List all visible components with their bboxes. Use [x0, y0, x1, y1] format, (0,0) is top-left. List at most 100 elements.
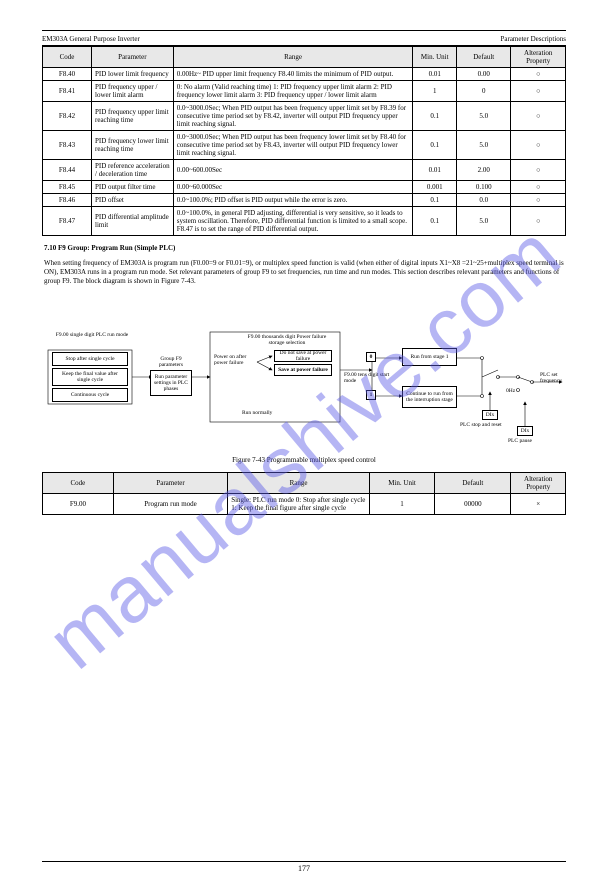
table-row: F8.47PID differential amplitude limit0.0… — [43, 207, 566, 236]
table-row: F8.46PID offset0.0~100.0%; PID offset is… — [43, 194, 566, 207]
cell-def: 0.0 — [457, 194, 511, 207]
cell-name: PID lower limit frequency — [92, 68, 174, 81]
flow-mid-label: Group F9 parameters — [150, 356, 192, 368]
cell-min: 1 — [413, 81, 457, 102]
cell-min: 0.1 — [413, 102, 457, 131]
table2-header: Code Parameter Range Min. Unit Default A… — [43, 473, 566, 494]
param-table: Code Parameter Range Min. Unit Default A… — [42, 46, 566, 236]
cell-name: PID frequency lower limit reaching time — [92, 131, 174, 160]
cell-min: 0.01 — [413, 160, 457, 181]
cell-range: 0.00~600.00Sec — [173, 160, 413, 181]
section-desc: When setting frequency of EM303A is prog… — [44, 259, 564, 286]
flow-out: PLC set frequency — [540, 372, 570, 384]
cell-attr: ○ — [511, 194, 566, 207]
flow-box-stop: Stop after single cycle — [52, 352, 128, 366]
cell-attr: ○ — [511, 160, 566, 181]
cell-def: 0.00 — [457, 68, 511, 81]
t2-min: 1 — [369, 494, 434, 515]
flow-tens-label: F9.00 tens digit start mode — [344, 372, 394, 384]
cell-code: F8.47 — [43, 207, 92, 236]
page-root: EM303A General Purpose Inverter Paramete… — [0, 0, 608, 893]
t2-th-name: Parameter — [113, 473, 227, 494]
rule-top — [42, 30, 566, 31]
cell-code: F8.43 — [43, 131, 92, 160]
cell-name: PID output filter time — [92, 181, 174, 194]
cell-range: 0: No alarm (Valid reaching time) 1: PID… — [173, 81, 413, 102]
t2-th-range: Range — [228, 473, 370, 494]
flow-run-normally: Run normally — [242, 410, 272, 416]
t2-range: Single: PLC run mode 0: Stop after singl… — [228, 494, 370, 515]
flow-plc-pause: PLC pause — [508, 438, 532, 444]
t2-th-attr: Alteration Property — [511, 473, 566, 494]
table-row: F8.41PID frequency upper / lower limit a… — [43, 81, 566, 102]
flowchart: F9.00 single digit PLC run mode Stop aft… — [42, 292, 566, 452]
t2-name: Program run mode — [113, 494, 227, 515]
table2-row: F9.00 Program run mode Single: PLC run m… — [43, 494, 566, 515]
cell-min: 0.001 — [413, 181, 457, 194]
flow-mid-box: Run parameter settings in PLC phases — [150, 370, 192, 396]
cell-def: 0 — [457, 81, 511, 102]
cell-name: PID reference acceleration / deceleratio… — [92, 160, 174, 181]
t2-attr: × — [511, 494, 566, 515]
table-header-row: Code Parameter Range Min. Unit Default A… — [43, 47, 566, 68]
flow-plc-reset: PLC stop and reset — [460, 422, 502, 428]
flow-run-cont: Continue to run from the interruption st… — [402, 386, 457, 408]
cell-name: PID frequency upper limit reaching time — [92, 102, 174, 131]
param-table-2: Code Parameter Range Min. Unit Default A… — [42, 472, 566, 515]
cell-range: 0.0~100.0%, in general PID adjusting, di… — [173, 207, 413, 236]
flow-left-title: F9.00 single digit PLC run mode — [52, 332, 132, 338]
t2-th-def: Default — [435, 473, 511, 494]
cell-attr: ○ — [511, 207, 566, 236]
th-code: Code — [43, 47, 92, 68]
figure-caption: Figure 7-43 Programmable multiplex speed… — [42, 456, 566, 464]
cell-range: 0.00Hz~ PID upper limit frequency F8.40 … — [173, 68, 413, 81]
section-title: 7.10 F9 Group: Program Run (Simple PLC) — [44, 244, 564, 253]
cell-attr: ○ — [511, 102, 566, 131]
table-row: F8.40PID lower limit frequency0.00Hz~ PI… — [43, 68, 566, 81]
cell-min: 0.01 — [413, 68, 457, 81]
table-row: F8.42PID frequency upper limit reaching … — [43, 102, 566, 131]
header-left: EM303A General Purpose Inverter — [42, 35, 140, 43]
cell-attr: ○ — [511, 81, 566, 102]
cell-name: PID frequency upper / lower limit alarm — [92, 81, 174, 102]
cell-range: 0.0~3000.0Sec; When PID output has been … — [173, 131, 413, 160]
table-row: F8.45PID output filter time0.00~60.000Se… — [43, 181, 566, 194]
t2-def: 00000 — [435, 494, 511, 515]
t2-code: F9.00 — [43, 494, 114, 515]
cell-def: 5.0 — [457, 131, 511, 160]
cell-min: 0.1 — [413, 131, 457, 160]
cell-min: 0.1 — [413, 207, 457, 236]
cell-range: 0.0~100.0%; PID offset is PID output whi… — [173, 194, 413, 207]
page-number: 177 — [42, 864, 566, 873]
flow-dix1: DIx — [482, 410, 498, 420]
cell-range: 0.0~3000.0Sec; When PID output has been … — [173, 102, 413, 131]
flow-big-title: F9.00 thousands digit Power failure stor… — [242, 334, 332, 346]
cell-name: PID offset — [92, 194, 174, 207]
flow-one: 1 — [366, 390, 376, 400]
cell-code: F8.41 — [43, 81, 92, 102]
cell-def: 0.100 — [457, 181, 511, 194]
th-attr: Alteration Property — [511, 47, 566, 68]
flow-0hz: 0Hz — [506, 388, 515, 394]
cell-attr: ○ — [511, 181, 566, 194]
flow-dont-save: Do not save at power failure — [274, 350, 332, 362]
t2-th-code: Code — [43, 473, 114, 494]
th-range: Range — [173, 47, 413, 68]
t2-th-min: Min. Unit — [369, 473, 434, 494]
th-min: Min. Unit — [413, 47, 457, 68]
flow-box-keep: Keep the final value after single cycle — [52, 368, 128, 386]
cell-code: F8.46 — [43, 194, 92, 207]
cell-def: 5.0 — [457, 207, 511, 236]
th-name: Parameter — [92, 47, 174, 68]
footer-rule — [42, 861, 566, 862]
cell-attr: ○ — [511, 68, 566, 81]
flow-box-cont-cycle: Continuous cycle — [52, 388, 128, 402]
flow-zero: 0 — [366, 352, 376, 362]
cell-code: F8.45 — [43, 181, 92, 194]
flow-big-left: Power on after power failure — [214, 354, 258, 366]
cell-def: 2.00 — [457, 160, 511, 181]
flow-dix2: DIx — [517, 426, 533, 436]
page-header: EM303A General Purpose Inverter Paramete… — [42, 35, 566, 43]
table-row: F8.44PID reference acceleration / decele… — [43, 160, 566, 181]
header-right: Parameter Descriptions — [500, 35, 566, 43]
